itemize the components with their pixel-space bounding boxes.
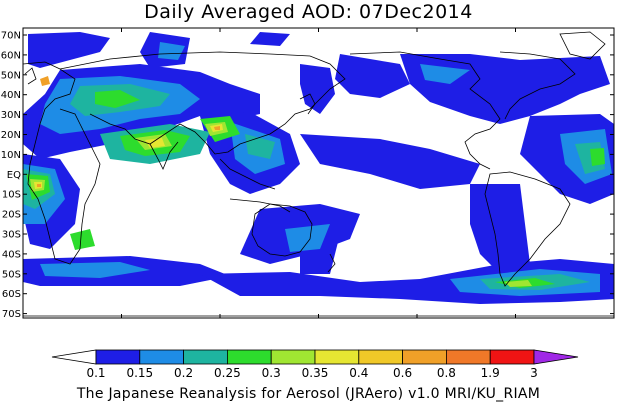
lat-label: 30N bbox=[1, 110, 21, 121]
lat-label: 10S bbox=[2, 190, 21, 201]
lat-label: EQ bbox=[7, 170, 21, 181]
legend-boundary-label: 0.4 bbox=[349, 366, 368, 380]
lat-label: 70S bbox=[2, 309, 21, 320]
legend-boundary-label: 0.1 bbox=[86, 366, 105, 380]
legend-swatch bbox=[183, 349, 228, 365]
legend-over-triangle bbox=[533, 349, 579, 365]
map-title: Daily Averaged AOD: 07Dec2014 bbox=[144, 1, 473, 23]
lat-label: 60N bbox=[1, 50, 21, 61]
lat-label: 70N bbox=[1, 31, 21, 42]
longitude-axis: 060E120E180120W60W0 bbox=[22, 28, 615, 318]
lat-label: 10N bbox=[1, 150, 21, 161]
color-legend: 0.1 0.15 0.2 0.25 0.3 0.35 0.4 0.6 0.8 1.9 3 bbox=[51, 349, 579, 380]
legend-swatch bbox=[270, 349, 316, 365]
legend-swatch bbox=[402, 349, 447, 365]
legend-boundary-label: 0.25 bbox=[214, 366, 241, 380]
legend-boundary-label: 0.35 bbox=[302, 366, 329, 380]
legend-swatch bbox=[489, 349, 535, 365]
legend-boundary-label: 0.3 bbox=[262, 366, 281, 380]
lat-label: 60S bbox=[2, 289, 21, 300]
legend-swatch bbox=[139, 349, 185, 365]
legend-under-triangle bbox=[51, 349, 97, 365]
aod-field bbox=[23, 31, 614, 317]
legend-boundary-label: 0.8 bbox=[437, 366, 456, 380]
aod-world-map: 70N 60N 50N 40N 30N 20N 10N EQ 10S 20S 30S 40S 50S 60… bbox=[1, 27, 615, 320]
legend-boundary-label: 0.2 bbox=[174, 366, 193, 380]
legend-boundary-label: 0.6 bbox=[393, 366, 412, 380]
lat-label: 20N bbox=[1, 130, 21, 141]
legend-swatch bbox=[95, 349, 141, 365]
footer-credit: The Japanese Reanalysis for Aerosol (JRA… bbox=[76, 386, 541, 402]
legend-boundary-label: 0.15 bbox=[126, 366, 153, 380]
lat-label: 20S bbox=[2, 210, 21, 221]
latitude-axis: 70N 60N 50N 40N 30N 20N 10N EQ 10S 20S 30S 40S 50S 60… bbox=[1, 31, 614, 320]
lat-label: 40N bbox=[1, 90, 21, 101]
legend-swatch bbox=[226, 349, 272, 365]
lat-label: 40S bbox=[2, 249, 21, 260]
legend-boundary-label: 1.9 bbox=[481, 366, 500, 380]
lat-label: 50S bbox=[2, 269, 21, 280]
legend-boundary-label: 3 bbox=[530, 366, 538, 380]
legend-swatch bbox=[358, 349, 403, 365]
lat-label: 50N bbox=[1, 70, 21, 81]
legend-swatch bbox=[445, 349, 491, 365]
lat-label: 30S bbox=[2, 230, 21, 241]
legend-swatch bbox=[314, 349, 360, 365]
